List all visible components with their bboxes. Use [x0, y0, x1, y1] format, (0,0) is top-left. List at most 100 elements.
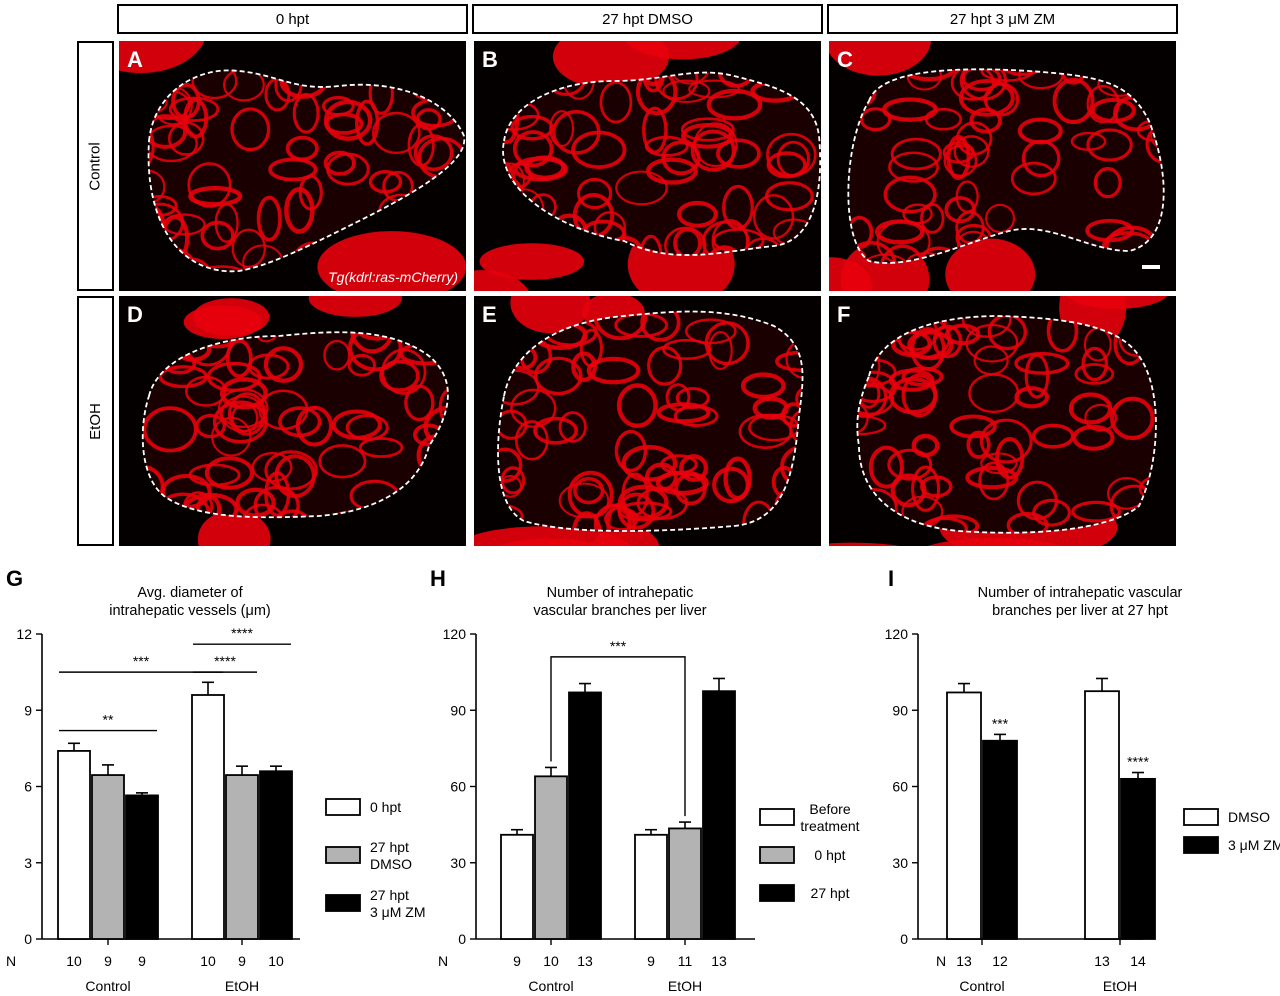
bar	[534, 775, 568, 940]
vessel-loop	[274, 454, 316, 498]
tissue-blob	[552, 41, 670, 90]
vessel-network-image	[829, 296, 1168, 546]
vessel-loop	[1014, 386, 1050, 409]
vessel-loop	[1115, 252, 1160, 264]
vessel-loop	[251, 332, 282, 343]
bar	[259, 770, 293, 940]
vessel-loop	[711, 219, 749, 256]
vessel-loop	[662, 338, 712, 360]
y-tick-label: 0	[24, 931, 32, 947]
vessel-loop	[642, 106, 668, 154]
vessel-loop	[1071, 500, 1121, 523]
tissue-blob	[829, 41, 932, 76]
vessel-loop	[426, 196, 465, 221]
chart-letter-i: I	[888, 566, 895, 591]
tissue-blob	[829, 257, 872, 291]
vessel-loop	[498, 447, 523, 483]
vessel-loop	[907, 330, 954, 361]
bar-chart-i: 0 30 60 90 120 N 13 12 *** Control 13 14 **** EtOH DMS…	[885, 626, 1280, 994]
vessel-loop	[187, 162, 232, 208]
n-value: 10	[66, 953, 82, 969]
y-tick-label: 90	[450, 702, 466, 718]
n-value: 10	[543, 953, 559, 969]
n-value: 9	[647, 953, 655, 969]
vessel-loop	[911, 465, 941, 512]
vessel-loop	[396, 70, 441, 91]
n-value: 13	[577, 953, 593, 969]
chart-title-line: Number of intrahepatic vascular	[977, 585, 1183, 601]
vessel-loop	[360, 512, 399, 518]
column-header-27hpt-dmso: 27 hpt DMSO	[472, 4, 823, 34]
vessel-loop	[987, 316, 1027, 351]
row-header-control: Control	[77, 41, 114, 291]
vessel-loop	[857, 502, 886, 533]
n-value: 13	[1094, 953, 1110, 969]
vessel-loop	[979, 418, 1033, 464]
vessel-loop	[194, 265, 249, 272]
vessel-loop	[679, 454, 709, 482]
tissue-blob	[474, 270, 529, 291]
panel-letter: A	[127, 47, 143, 72]
vessel-loop	[142, 464, 165, 509]
liver-outline	[497, 310, 804, 532]
vessel-loop	[503, 161, 517, 205]
vessel-loop	[798, 489, 803, 524]
vessel-loop	[740, 372, 786, 400]
n-label: N	[438, 953, 448, 969]
vessel-loop	[995, 436, 1025, 480]
vessel-loop	[621, 444, 678, 482]
group-label: Control	[85, 978, 130, 994]
vessel-loop	[225, 338, 253, 378]
panel-letter: E	[482, 302, 497, 327]
vessel-loop	[331, 409, 382, 440]
legend-swatch	[759, 884, 795, 902]
vessel-loop	[965, 466, 1019, 490]
n-value: 9	[238, 953, 246, 969]
vessel-loop	[985, 203, 1016, 234]
vessel-loop	[379, 359, 420, 392]
vessel-loop	[640, 72, 668, 87]
vessel-loop	[353, 332, 400, 341]
vessel-loop	[722, 184, 754, 230]
chart-title-g: Avg. diameter of intrahepatic vessels (μ…	[60, 584, 320, 620]
significance-label: ***	[610, 638, 627, 654]
vessel-loop	[888, 376, 938, 415]
vessel-loop	[857, 352, 866, 381]
significance-label: ***	[992, 715, 1009, 731]
legend-label: 3 μM ZM	[370, 904, 426, 920]
legend-label: 0 hpt	[814, 847, 845, 863]
vessel-loop	[438, 346, 448, 372]
y-tick-label: 0	[900, 931, 908, 947]
vessel-network-image	[829, 41, 1165, 291]
vessel-loop	[323, 339, 351, 371]
bar	[568, 691, 602, 940]
vessel-loop	[498, 369, 540, 406]
vessel-loop	[171, 82, 201, 120]
vessel-loop	[355, 99, 380, 146]
panel-letter: D	[127, 302, 143, 327]
vessel-network-image	[119, 41, 466, 291]
vessel-loop	[883, 175, 937, 214]
tissue-blob	[945, 238, 1036, 291]
significance-label: ****	[231, 625, 253, 641]
vessel-loop	[616, 383, 658, 428]
vessel-loop	[263, 346, 304, 383]
vessel-loop	[436, 334, 448, 359]
legend-label: 27 hpt	[811, 885, 850, 901]
vessel-loop	[514, 420, 549, 461]
vessel-loop	[347, 353, 376, 377]
vessel-loop	[961, 69, 1002, 92]
y-tick-label: 6	[24, 779, 32, 795]
vessel-loop	[1010, 161, 1057, 196]
vessel-loop	[148, 222, 168, 267]
vessel-loop	[874, 219, 925, 245]
vessel-loop	[190, 332, 245, 349]
bar	[1120, 777, 1156, 940]
vessel-loop	[997, 69, 1048, 76]
vessel-loop	[617, 492, 656, 530]
vessel-loop	[641, 72, 666, 93]
bar	[91, 774, 125, 940]
vessel-loop	[586, 356, 641, 385]
vessel-loop	[606, 235, 645, 256]
